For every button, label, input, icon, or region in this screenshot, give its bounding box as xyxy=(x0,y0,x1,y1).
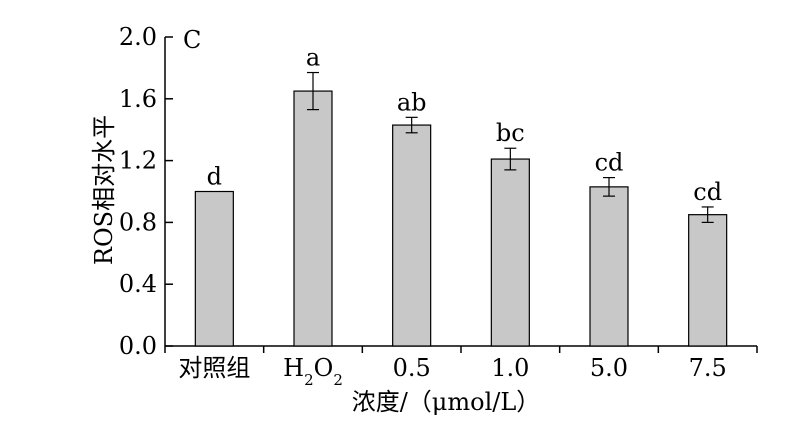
significance-label: bc xyxy=(496,119,525,147)
bar xyxy=(392,124,432,347)
x-tick-label: 对照组 xyxy=(178,354,250,382)
x-tick-label: 7.5 xyxy=(689,354,727,382)
significance-label: a xyxy=(306,44,320,72)
x-tick-label: H2O2 xyxy=(283,354,343,389)
y-axis-title: ROS相对水平 xyxy=(90,115,118,265)
bar xyxy=(490,158,530,347)
bar xyxy=(293,90,333,347)
y-tick-label: 1.2 xyxy=(119,147,157,175)
bar xyxy=(589,186,629,347)
x-tick-label: 1.0 xyxy=(491,354,529,382)
bar xyxy=(688,214,728,347)
y-tick-label: 0.8 xyxy=(119,208,157,236)
y-tick-label: 1.6 xyxy=(119,85,157,113)
significance-label: cd xyxy=(595,149,624,177)
panel-label: C xyxy=(183,26,201,54)
y-tick-label: 2.0 xyxy=(119,23,157,51)
significance-label: d xyxy=(207,163,222,191)
y-tick-label: 0.0 xyxy=(119,332,157,360)
x-tick-label: 5.0 xyxy=(590,354,628,382)
y-tick-label: 0.4 xyxy=(119,270,157,298)
significance-label: ab xyxy=(397,88,427,116)
significance-label: cd xyxy=(693,178,722,206)
bar xyxy=(194,190,234,347)
x-tick-label: 0.5 xyxy=(393,354,431,382)
x-axis-title: 浓度/（μmol/L） xyxy=(352,388,541,416)
